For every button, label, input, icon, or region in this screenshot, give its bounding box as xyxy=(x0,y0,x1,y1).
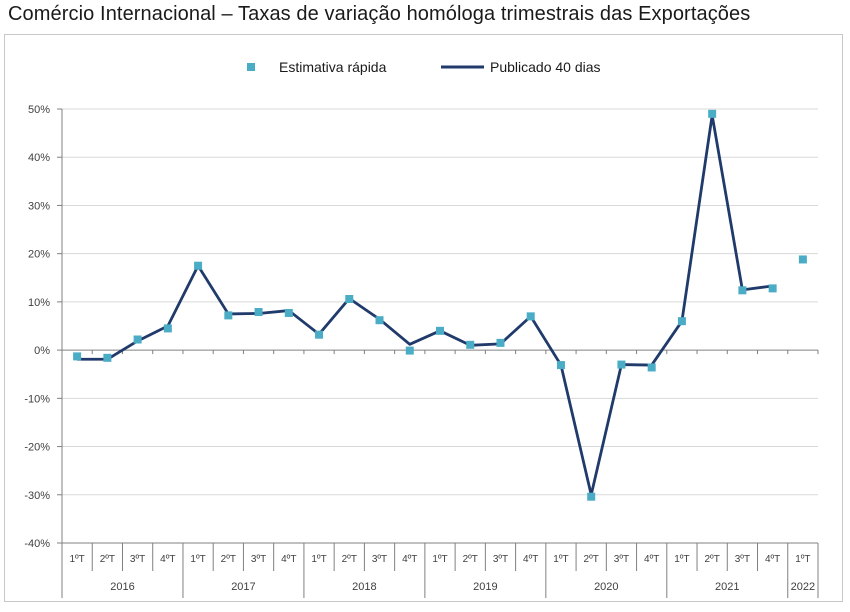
quarter-label: 1ºT xyxy=(553,554,568,565)
quarter-label: 3ºT xyxy=(251,554,266,565)
data-point-estimativa-rapida xyxy=(587,492,596,501)
quarter-label: 4ºT xyxy=(765,554,780,565)
quarter-label: 2ºT xyxy=(100,554,115,565)
year-label: 2018 xyxy=(352,581,376,593)
quarter-label: 3ºT xyxy=(493,554,508,565)
data-point-estimativa-rapida xyxy=(345,294,354,303)
year-label: 2020 xyxy=(594,581,618,593)
year-label: 2016 xyxy=(110,581,134,593)
data-point-estimativa-rapida xyxy=(224,311,233,320)
quarter-label: 4ºT xyxy=(644,554,659,565)
quarter-label: 4ºT xyxy=(523,554,538,565)
quarter-label: 2ºT xyxy=(463,554,478,565)
data-point-estimativa-rapida xyxy=(284,308,293,317)
data-point-estimativa-rapida xyxy=(496,338,505,347)
data-point-estimativa-rapida xyxy=(647,363,656,372)
x-axis: 1ºT 2ºT 3ºT 4ºT 1ºT 2ºT 3ºT 4ºT 1ºT 2ºT 3ºT 4ºT 1ºT 2… xyxy=(61,349,819,598)
year-label: 2021 xyxy=(715,581,739,593)
quarter-label: 3ºT xyxy=(130,554,145,565)
year-label: 2022 xyxy=(791,581,815,593)
legend: Estimativa rápida Publicado 40 dias xyxy=(247,59,601,75)
quarter-label: 1ºT xyxy=(795,554,810,565)
data-point-estimativa-rapida xyxy=(315,330,324,339)
data-point-estimativa-rapida xyxy=(798,255,807,264)
quarter-label: 1ºT xyxy=(432,554,447,565)
quarter-label: 3ºT xyxy=(735,554,750,565)
y-tick-label: 50% xyxy=(28,104,50,116)
y-tick-label: -10% xyxy=(24,393,50,405)
chart-frame xyxy=(4,34,843,602)
quarter-label: 2ºT xyxy=(221,554,236,565)
data-point-estimativa-rapida xyxy=(163,324,172,333)
chart-title: Comércio Internacional – Taxas de variaç… xyxy=(8,3,751,25)
legend-marker-estimativa-rapida xyxy=(247,63,255,71)
data-point-estimativa-rapida xyxy=(375,316,384,325)
quarter-label: 1ºT xyxy=(674,554,689,565)
series-line-publicado-40-dias xyxy=(77,113,773,497)
y-tick-label: 0% xyxy=(34,345,50,357)
quarter-label: 2ºT xyxy=(342,554,357,565)
data-point-estimativa-rapida xyxy=(677,317,686,326)
legend-label-estimativa-rapida: Estimativa rápida xyxy=(279,59,387,75)
data-point-estimativa-rapida xyxy=(133,335,142,344)
data-point-estimativa-rapida xyxy=(617,360,626,369)
quarter-label: 2ºT xyxy=(584,554,599,565)
data-point-estimativa-rapida xyxy=(436,326,444,335)
year-label: 2019 xyxy=(473,581,497,593)
data-point-estimativa-rapida xyxy=(254,308,263,317)
y-tick-label: -30% xyxy=(24,490,50,502)
data-point-estimativa-rapida xyxy=(708,109,717,118)
data-point-estimativa-rapida xyxy=(466,340,475,349)
y-tick-label: -20% xyxy=(24,442,50,454)
y-tick-label: -40% xyxy=(24,538,50,550)
quarter-label: 3ºT xyxy=(372,554,387,565)
legend-label-publicado-40-dias: Publicado 40 dias xyxy=(490,59,601,75)
y-tick-label: 10% xyxy=(28,297,50,309)
data-point-estimativa-rapida xyxy=(405,346,414,355)
quarter-label: 1ºT xyxy=(69,554,84,565)
data-point-estimativa-rapida xyxy=(73,352,82,361)
y-tick-label: 20% xyxy=(28,249,50,261)
quarter-label: 4ºT xyxy=(402,554,417,565)
y-tick-label: 40% xyxy=(28,152,50,164)
data-point-estimativa-rapida xyxy=(194,261,203,270)
year-label: 2017 xyxy=(231,581,255,593)
data-point-estimativa-rapida xyxy=(526,312,535,321)
data-point-estimativa-rapida xyxy=(556,361,565,370)
quarter-label: 1ºT xyxy=(311,554,326,565)
quarter-label: 4ºT xyxy=(160,554,175,565)
data-point-estimativa-rapida xyxy=(738,286,747,295)
y-tick-label: 30% xyxy=(28,200,50,212)
plot-area xyxy=(73,109,807,501)
quarter-label: 2ºT xyxy=(704,554,719,565)
quarter-label: 3ºT xyxy=(614,554,629,565)
data-point-estimativa-rapida xyxy=(768,284,777,293)
y-axis: -40% -30% -20% -10% 0% 10% 20% 30% 40% 50% xyxy=(24,104,63,598)
data-point-estimativa-rapida xyxy=(103,353,112,362)
quarter-label: 1ºT xyxy=(190,554,205,565)
quarter-label: 4ºT xyxy=(281,554,296,565)
